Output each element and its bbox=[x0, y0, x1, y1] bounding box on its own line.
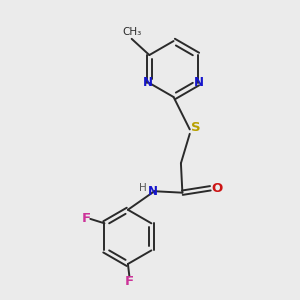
Text: F: F bbox=[81, 212, 91, 225]
Text: H: H bbox=[140, 183, 147, 193]
Text: N: N bbox=[194, 76, 204, 89]
Text: O: O bbox=[211, 182, 223, 195]
Text: N: N bbox=[148, 185, 158, 198]
Text: S: S bbox=[191, 122, 201, 134]
Text: F: F bbox=[125, 275, 134, 288]
Text: CH₃: CH₃ bbox=[122, 27, 141, 38]
Text: N: N bbox=[143, 76, 153, 89]
